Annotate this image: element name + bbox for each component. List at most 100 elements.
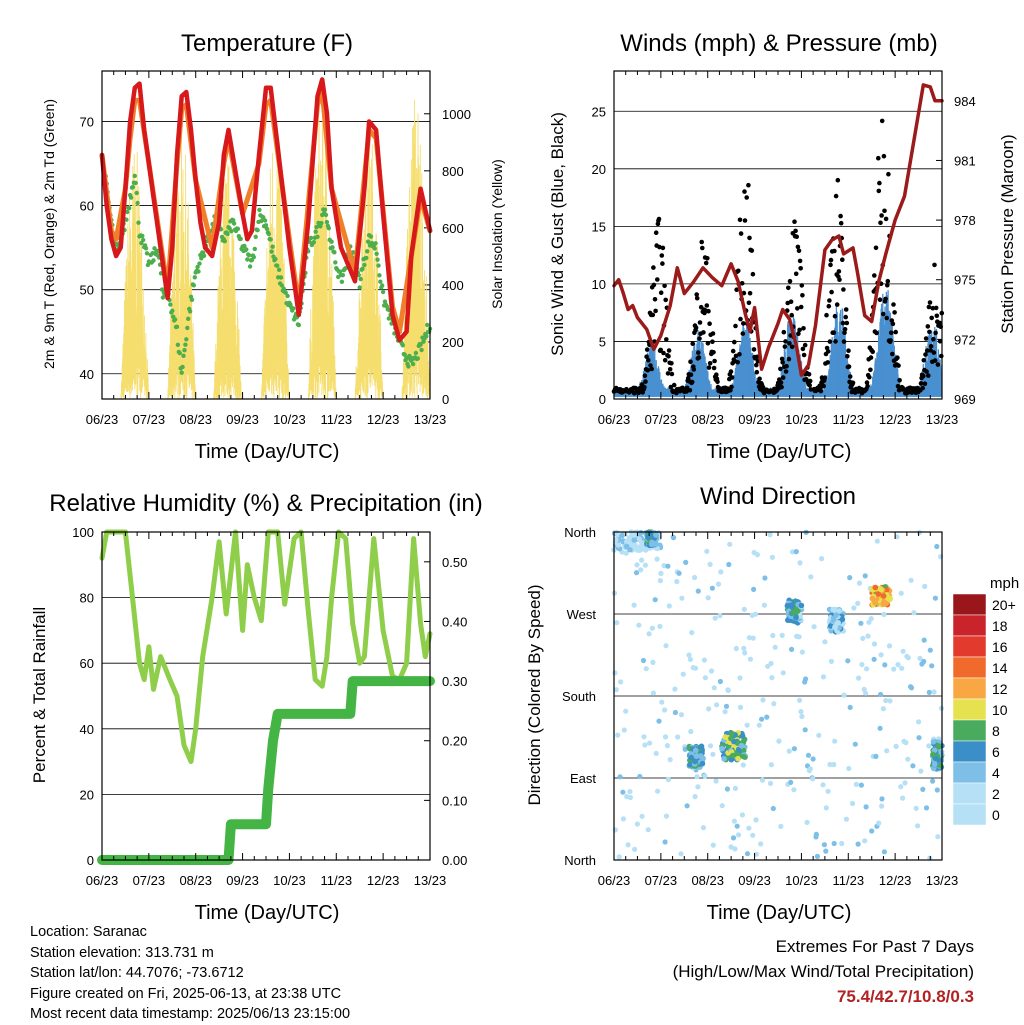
dewpoint-point <box>175 342 181 347</box>
direction-point <box>779 632 785 639</box>
gust-point <box>696 350 701 355</box>
direction-y-tick-label: West <box>567 607 597 622</box>
direction-point <box>926 743 932 749</box>
direction-point <box>634 821 641 827</box>
direction-point <box>732 785 739 792</box>
direction-point <box>832 608 838 614</box>
gust-point <box>746 182 751 188</box>
direction-point <box>739 812 746 818</box>
winds-x-tick-label: 12/23 <box>879 412 912 427</box>
direction-point <box>877 725 883 731</box>
gust-point <box>780 375 786 380</box>
direction-point <box>810 776 816 782</box>
direction-point <box>852 741 858 747</box>
direction-point <box>719 803 725 809</box>
direction-point <box>899 665 905 671</box>
dewpoint-point <box>177 350 182 356</box>
gust-point <box>778 366 783 372</box>
direction-point <box>646 631 652 637</box>
direction-point <box>688 728 694 735</box>
direction-point <box>710 751 716 757</box>
direction-point <box>665 776 672 783</box>
direction-point <box>738 742 745 749</box>
gust-point <box>868 355 874 360</box>
gust-point <box>927 329 932 335</box>
winds-y2-tick-label: 972 <box>954 332 976 347</box>
dewpoint-point <box>134 190 139 196</box>
winds-ylabel-right: Station Pressure (Maroon) <box>998 134 1017 333</box>
gust-point <box>877 180 882 186</box>
dewpoint-point <box>415 356 420 361</box>
gust-point <box>689 379 695 385</box>
extremes-values: 75.4/42.7/10.8/0.3 <box>836 987 974 1006</box>
direction-point <box>672 709 679 716</box>
gust-point <box>883 296 888 302</box>
gust-point <box>881 153 887 159</box>
direction-xlabel: Time (Day/UTC) <box>707 902 852 924</box>
gust-point <box>784 363 789 369</box>
gust-point <box>690 341 695 347</box>
dewpoint-point <box>189 297 195 302</box>
dewpoint-point <box>261 215 266 220</box>
direction-y-tick-label: North <box>564 853 596 868</box>
direction-point <box>858 620 864 626</box>
dewpoint-point <box>229 229 234 234</box>
gust-point <box>923 352 928 357</box>
gust-point <box>928 343 934 349</box>
direction-point <box>771 701 777 707</box>
temperature-x-tick-label: 07/23 <box>133 412 166 427</box>
gust-point <box>663 297 668 303</box>
direction-point <box>855 841 861 847</box>
dewpoint-point <box>357 285 362 290</box>
gust-point <box>653 230 659 235</box>
gust-point <box>891 302 896 307</box>
direction-point <box>728 730 735 737</box>
winds-x-tick-label: 13/23 <box>926 412 959 427</box>
winds-y-tick-label: 10 <box>592 277 606 292</box>
direction-point <box>692 665 699 671</box>
direction-point <box>911 610 917 616</box>
direction-point <box>793 614 799 621</box>
legend-swatch <box>952 803 987 826</box>
direction-point <box>898 590 904 596</box>
dewpoint-point <box>339 279 345 284</box>
legend-label: 20+ <box>992 597 1016 613</box>
direction-point <box>913 805 919 811</box>
winds-x-tick-label: 10/23 <box>785 412 818 427</box>
direction-point <box>680 671 686 677</box>
gust-point <box>933 305 939 311</box>
direction-point <box>798 602 805 609</box>
legend-label: 8 <box>992 723 1000 739</box>
dewpoint-point <box>179 370 184 375</box>
direction-y-tick-label: North <box>564 525 596 540</box>
direction-point <box>929 663 935 669</box>
gust-point <box>700 245 705 251</box>
direction-point <box>780 670 786 676</box>
direction-point <box>931 689 937 695</box>
direction-point <box>633 570 640 576</box>
humidity-y2-tick-label: 0.10 <box>442 793 467 808</box>
gust-point <box>786 285 791 291</box>
direction-point <box>887 698 893 704</box>
direction-point <box>714 702 720 708</box>
gust-point <box>779 356 785 362</box>
dewpoint-point <box>283 290 288 295</box>
gust-point <box>666 348 672 353</box>
direction-point <box>804 819 810 826</box>
direction-point <box>808 574 814 580</box>
direction-point <box>805 752 812 758</box>
winds-y-tick-label: 25 <box>592 104 606 119</box>
gust-point <box>872 273 877 278</box>
gust-point <box>661 350 666 356</box>
direction-ylabel-left: Direction (Colored By Speed) <box>525 584 544 805</box>
gust-point <box>873 245 879 251</box>
direction-point <box>653 750 659 757</box>
direction-point <box>872 600 878 606</box>
direction-point <box>820 674 827 680</box>
gust-point <box>874 330 879 336</box>
gust-point <box>662 283 667 289</box>
dewpoint-point <box>362 262 367 268</box>
direction-point <box>776 738 782 744</box>
winds-x-tick-label: 11/23 <box>832 412 864 427</box>
dewpoint-point <box>275 263 280 268</box>
